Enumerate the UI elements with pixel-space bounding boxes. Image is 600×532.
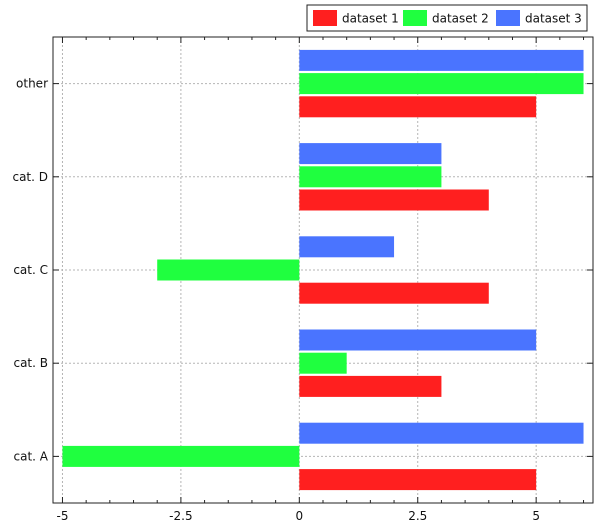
bar-dataset-2-other — [299, 73, 584, 95]
legend-label-1: dataset 1 — [342, 12, 399, 26]
x-tick-label: -5 — [56, 509, 68, 523]
bar-dataset-3-cat-C — [299, 236, 395, 258]
bar-dataset-3-cat-D — [299, 143, 442, 165]
x-tick-label: 5 — [532, 509, 540, 523]
legend-label-2: dataset 2 — [432, 12, 489, 26]
bar-dataset-2-cat-C — [157, 259, 300, 281]
legend-swatch-1 — [313, 10, 337, 26]
legend-box — [306, 4, 588, 32]
x-tick-label: -2.5 — [169, 509, 192, 523]
bar-dataset-1-cat-B — [299, 375, 442, 397]
y-tick-label: cat. A — [14, 449, 49, 463]
x-tick-label: 2.5 — [408, 509, 427, 523]
bar-dataset-3-cat-B — [299, 329, 537, 351]
bar-dataset-1-cat-D — [299, 189, 489, 211]
legend-label-3: dataset 3 — [525, 12, 582, 26]
bar-dataset-1-cat-A — [299, 469, 537, 491]
legend: dataset 1 dataset 2 dataset 3 — [306, 4, 588, 32]
bar-dataset-1-other — [299, 96, 537, 118]
y-tick-label: cat. D — [12, 170, 48, 184]
y-tick-label: cat. C — [13, 263, 48, 277]
bar-dataset-1-cat-C — [299, 282, 489, 304]
bar-dataset-2-cat-A — [62, 445, 300, 467]
y-tick-label: cat. B — [13, 356, 48, 370]
bar-dataset-3-cat-A — [299, 422, 584, 444]
legend-swatch-3 — [496, 10, 520, 26]
axes: -5 -2.5 0 2.5 5 cat. A cat. B cat. C cat. D other — [12, 36, 594, 523]
bar-dataset-2-cat-D — [299, 166, 442, 188]
x-tick-label: 0 — [295, 509, 303, 523]
bar-dataset-3-other — [299, 49, 584, 71]
bar-dataset-2-cat-B — [299, 352, 347, 374]
y-tick-label: other — [16, 77, 48, 91]
legend-swatch-2 — [403, 10, 427, 26]
bars — [62, 49, 584, 491]
